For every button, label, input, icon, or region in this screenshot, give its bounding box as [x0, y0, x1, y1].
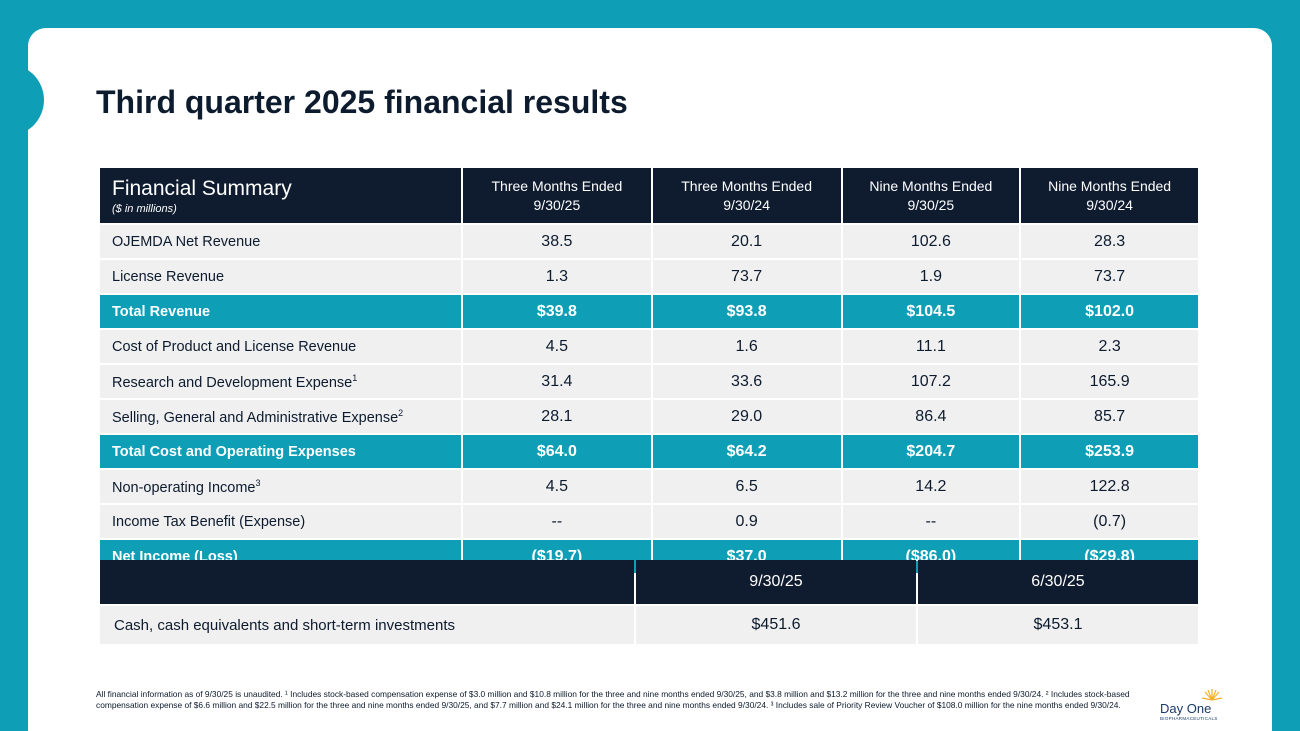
value-cell: $64.2 [652, 435, 841, 468]
value-cell: 73.7 [652, 260, 841, 293]
value-cell: $39.8 [463, 295, 651, 328]
value-cell: -- [842, 505, 1020, 538]
slide-card: Third quarter 2025 financial results Fin… [28, 28, 1272, 731]
column-header: Three Months Ended 9/30/25 [463, 168, 651, 223]
company-logo: Day One BIOPHARMACEUTICALS [1160, 688, 1230, 724]
value-cell: 1.6 [652, 330, 841, 363]
value-cell: 6.5 [652, 470, 841, 503]
cash-table: 9/30/25 6/30/25 Cash, cash equivalents a… [98, 558, 1200, 646]
row-label: OJEMDA Net Revenue [100, 225, 461, 258]
value-cell: 0.9 [652, 505, 841, 538]
cash-row-label: Cash, cash equivalents and short-term in… [100, 606, 634, 644]
value-cell: 29.0 [652, 400, 841, 433]
column-header: Three Months Ended 9/30/24 [652, 168, 841, 223]
table-row: Income Tax Benefit (Expense) -- 0.9 -- (0.7) [100, 505, 1198, 538]
value-cell: 4.5 [463, 330, 651, 363]
table-row: Cost of Product and License Revenue 4.5 1.… [100, 330, 1198, 363]
sun-logo-icon [1201, 689, 1223, 701]
value-cell: 107.2 [842, 365, 1020, 398]
value-cell: 2.3 [1021, 330, 1198, 363]
value-cell: (0.7) [1021, 505, 1198, 538]
value-cell: 73.7 [1021, 260, 1198, 293]
value-cell: 85.7 [1021, 400, 1198, 433]
column-header: Nine Months Ended 9/30/24 [1021, 168, 1198, 223]
value-cell: $104.5 [842, 295, 1020, 328]
value-cell: 33.6 [652, 365, 841, 398]
table-row: Selling, General and Administrative Expe… [100, 400, 1198, 433]
cash-column-header: 6/30/25 [918, 560, 1198, 604]
footnote-marker: 2 [398, 407, 404, 418]
value-cell: 4.5 [463, 470, 651, 503]
row-label: Cost of Product and License Revenue [100, 330, 461, 363]
column-header: Nine Months Ended 9/30/25 [842, 168, 1020, 223]
value-cell: 14.2 [842, 470, 1020, 503]
value-cell: 31.4 [463, 365, 651, 398]
value-cell: 122.8 [1021, 470, 1198, 503]
value-cell: 20.1 [652, 225, 841, 258]
value-cell: 38.5 [463, 225, 651, 258]
value-cell: 102.6 [842, 225, 1020, 258]
slide-tab-decoration [28, 64, 44, 136]
table-row: License Revenue 1.3 73.7 1.9 73.7 [100, 260, 1198, 293]
value-cell: $204.7 [842, 435, 1020, 468]
cash-column-header: 9/30/25 [636, 560, 916, 604]
value-cell: 1.9 [842, 260, 1020, 293]
financial-summary-table: Financial Summary ($ in millions) Three … [98, 166, 1200, 575]
value-cell: 11.1 [842, 330, 1020, 363]
footnote: All financial information as of 9/30/25 … [96, 689, 1130, 710]
cash-header-row: 9/30/25 6/30/25 [100, 560, 1198, 604]
cash-value: $453.1 [918, 606, 1198, 644]
summary-heading: Financial Summary [112, 176, 292, 200]
row-label: Research and Development Expense1 [100, 365, 461, 398]
value-cell: $102.0 [1021, 295, 1198, 328]
cash-value: $451.6 [636, 606, 916, 644]
footnote-marker: 3 [255, 477, 261, 488]
value-cell: $253.9 [1021, 435, 1198, 468]
value-cell: 86.4 [842, 400, 1020, 433]
summary-heading-cell: Financial Summary ($ in millions) [100, 168, 461, 223]
logo-name: Day One [1160, 701, 1212, 716]
table-row: Total Cost and Operating Expenses $64.0 $6… [100, 435, 1198, 468]
summary-subheading: ($ in millions) [112, 202, 177, 215]
row-label: Total Revenue [100, 295, 461, 328]
cash-header-empty [100, 560, 634, 604]
table-row: OJEMDA Net Revenue 38.5 20.1 102.6 28.3 [100, 225, 1198, 258]
logo-tagline: BIOPHARMACEUTICALS [1160, 716, 1218, 721]
row-label: Income Tax Benefit (Expense) [100, 505, 461, 538]
cash-row: Cash, cash equivalents and short-term in… [100, 606, 1198, 644]
table-row: Total Revenue $39.8 $93.8 $104.5 $102.0 [100, 295, 1198, 328]
value-cell: 165.9 [1021, 365, 1198, 398]
table-row: Research and Development Expense1 31.4 33.… [100, 365, 1198, 398]
table-row: Non-operating Income3 4.5 6.5 14.2 122.8 [100, 470, 1198, 503]
value-cell: 1.3 [463, 260, 651, 293]
value-cell: 28.3 [1021, 225, 1198, 258]
value-cell: 28.1 [463, 400, 651, 433]
footnote-marker: 1 [352, 372, 358, 383]
page-title: Third quarter 2025 financial results [96, 84, 628, 120]
value-cell: $64.0 [463, 435, 651, 468]
table-header-row: Financial Summary ($ in millions) Three … [100, 168, 1198, 223]
row-label: Selling, General and Administrative Expe… [100, 400, 461, 433]
page-number: 41 [14, 680, 27, 692]
value-cell: $93.8 [652, 295, 841, 328]
row-label: License Revenue [100, 260, 461, 293]
row-label: Non-operating Income3 [100, 470, 461, 503]
value-cell: -- [463, 505, 651, 538]
row-label: Total Cost and Operating Expenses [100, 435, 461, 468]
